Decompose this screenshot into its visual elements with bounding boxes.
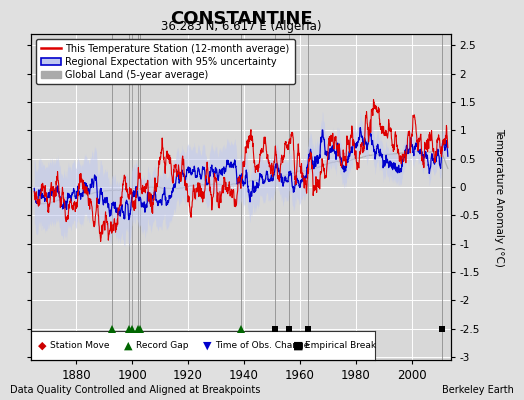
- Text: CONSTANTINE: CONSTANTINE: [170, 10, 312, 28]
- Legend: This Temperature Station (12-month average), Regional Expectation with 95% uncer: This Temperature Station (12-month avera…: [36, 39, 294, 84]
- Text: 36.283 N, 6.617 E (Algeria): 36.283 N, 6.617 E (Algeria): [161, 20, 321, 33]
- Text: Berkeley Earth: Berkeley Earth: [442, 385, 514, 395]
- Text: Data Quality Controlled and Aligned at Breakpoints: Data Quality Controlled and Aligned at B…: [10, 385, 261, 395]
- Y-axis label: Temperature Anomaly (°C): Temperature Anomaly (°C): [494, 128, 504, 266]
